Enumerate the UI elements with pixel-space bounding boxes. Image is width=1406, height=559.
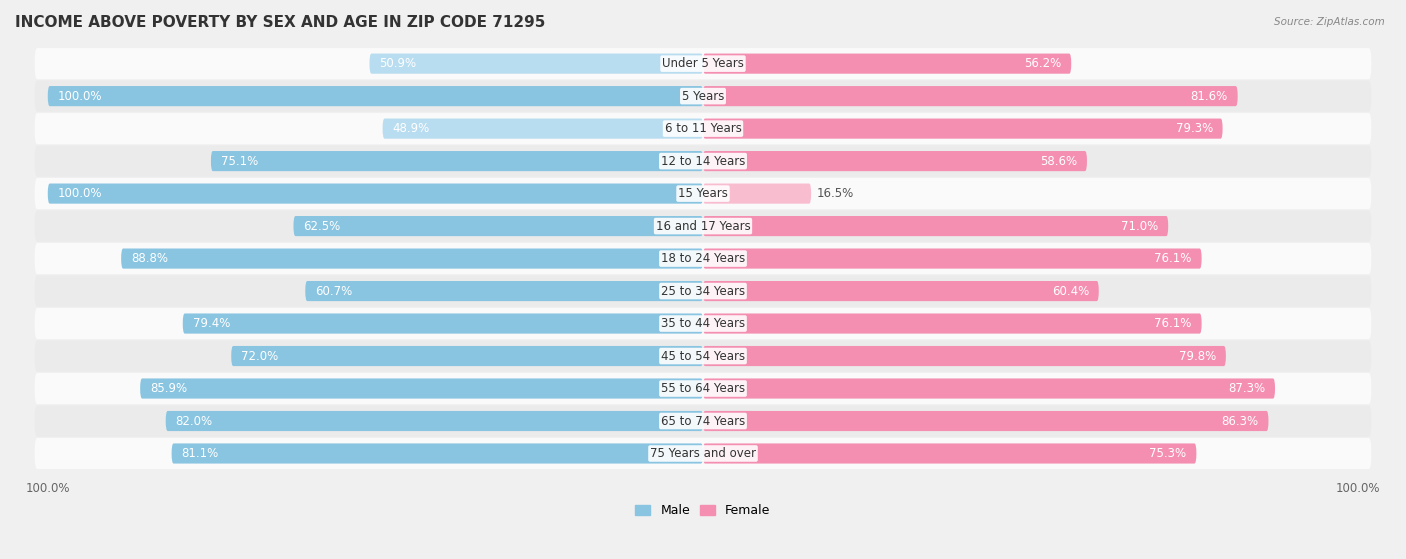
- FancyBboxPatch shape: [703, 54, 1071, 74]
- FancyBboxPatch shape: [35, 308, 1371, 339]
- Text: 71.0%: 71.0%: [1121, 220, 1159, 233]
- Text: 100.0%: 100.0%: [58, 89, 103, 103]
- FancyBboxPatch shape: [121, 249, 703, 269]
- FancyBboxPatch shape: [703, 411, 1268, 431]
- FancyBboxPatch shape: [35, 113, 1371, 144]
- FancyBboxPatch shape: [183, 314, 703, 334]
- FancyBboxPatch shape: [231, 346, 703, 366]
- Text: 81.1%: 81.1%: [181, 447, 219, 460]
- FancyBboxPatch shape: [166, 411, 703, 431]
- FancyBboxPatch shape: [703, 86, 1237, 106]
- FancyBboxPatch shape: [703, 216, 1168, 236]
- FancyBboxPatch shape: [294, 216, 703, 236]
- Text: 75 Years and over: 75 Years and over: [650, 447, 756, 460]
- FancyBboxPatch shape: [703, 443, 1197, 463]
- FancyBboxPatch shape: [141, 378, 703, 399]
- FancyBboxPatch shape: [703, 151, 1087, 171]
- Text: 79.3%: 79.3%: [1175, 122, 1213, 135]
- Text: 58.6%: 58.6%: [1040, 155, 1077, 168]
- Text: 50.9%: 50.9%: [380, 57, 416, 70]
- FancyBboxPatch shape: [305, 281, 703, 301]
- Text: 16.5%: 16.5%: [817, 187, 853, 200]
- FancyBboxPatch shape: [703, 183, 811, 203]
- Text: 88.8%: 88.8%: [131, 252, 167, 265]
- Text: 55 to 64 Years: 55 to 64 Years: [661, 382, 745, 395]
- Text: 16 and 17 Years: 16 and 17 Years: [655, 220, 751, 233]
- FancyBboxPatch shape: [703, 281, 1098, 301]
- FancyBboxPatch shape: [35, 243, 1371, 274]
- FancyBboxPatch shape: [382, 119, 703, 139]
- FancyBboxPatch shape: [35, 211, 1371, 241]
- FancyBboxPatch shape: [48, 183, 703, 203]
- Text: 87.3%: 87.3%: [1227, 382, 1265, 395]
- Text: 75.3%: 75.3%: [1150, 447, 1187, 460]
- FancyBboxPatch shape: [35, 340, 1371, 372]
- Text: 60.7%: 60.7%: [315, 285, 353, 297]
- Text: 56.2%: 56.2%: [1024, 57, 1062, 70]
- Text: 5 Years: 5 Years: [682, 89, 724, 103]
- FancyBboxPatch shape: [370, 54, 703, 74]
- FancyBboxPatch shape: [35, 405, 1371, 437]
- FancyBboxPatch shape: [211, 151, 703, 171]
- Text: 82.0%: 82.0%: [176, 415, 212, 428]
- Text: 81.6%: 81.6%: [1191, 89, 1227, 103]
- FancyBboxPatch shape: [35, 438, 1371, 469]
- Text: 79.4%: 79.4%: [193, 317, 231, 330]
- Text: 48.9%: 48.9%: [392, 122, 430, 135]
- Text: 65 to 74 Years: 65 to 74 Years: [661, 415, 745, 428]
- Text: 18 to 24 Years: 18 to 24 Years: [661, 252, 745, 265]
- Text: 85.9%: 85.9%: [150, 382, 187, 395]
- FancyBboxPatch shape: [703, 346, 1226, 366]
- Text: 45 to 54 Years: 45 to 54 Years: [661, 349, 745, 363]
- Text: 35 to 44 Years: 35 to 44 Years: [661, 317, 745, 330]
- Text: 100.0%: 100.0%: [58, 187, 103, 200]
- Text: 6 to 11 Years: 6 to 11 Years: [665, 122, 741, 135]
- Legend: Male, Female: Male, Female: [630, 499, 776, 522]
- Text: 79.8%: 79.8%: [1178, 349, 1216, 363]
- Text: 12 to 14 Years: 12 to 14 Years: [661, 155, 745, 168]
- FancyBboxPatch shape: [703, 378, 1275, 399]
- Text: INCOME ABOVE POVERTY BY SEX AND AGE IN ZIP CODE 71295: INCOME ABOVE POVERTY BY SEX AND AGE IN Z…: [15, 15, 546, 30]
- FancyBboxPatch shape: [48, 86, 703, 106]
- Text: 62.5%: 62.5%: [304, 220, 340, 233]
- FancyBboxPatch shape: [35, 373, 1371, 404]
- FancyBboxPatch shape: [172, 443, 703, 463]
- Text: Under 5 Years: Under 5 Years: [662, 57, 744, 70]
- FancyBboxPatch shape: [35, 145, 1371, 177]
- Text: Source: ZipAtlas.com: Source: ZipAtlas.com: [1274, 17, 1385, 27]
- FancyBboxPatch shape: [35, 80, 1371, 112]
- Text: 76.1%: 76.1%: [1154, 317, 1192, 330]
- Text: 60.4%: 60.4%: [1052, 285, 1088, 297]
- FancyBboxPatch shape: [35, 276, 1371, 307]
- FancyBboxPatch shape: [703, 314, 1202, 334]
- FancyBboxPatch shape: [35, 178, 1371, 209]
- Text: 25 to 34 Years: 25 to 34 Years: [661, 285, 745, 297]
- Text: 72.0%: 72.0%: [240, 349, 278, 363]
- Text: 86.3%: 86.3%: [1222, 415, 1258, 428]
- FancyBboxPatch shape: [35, 48, 1371, 79]
- Text: 76.1%: 76.1%: [1154, 252, 1192, 265]
- FancyBboxPatch shape: [703, 119, 1223, 139]
- FancyBboxPatch shape: [703, 249, 1202, 269]
- Text: 75.1%: 75.1%: [221, 155, 257, 168]
- Text: 15 Years: 15 Years: [678, 187, 728, 200]
